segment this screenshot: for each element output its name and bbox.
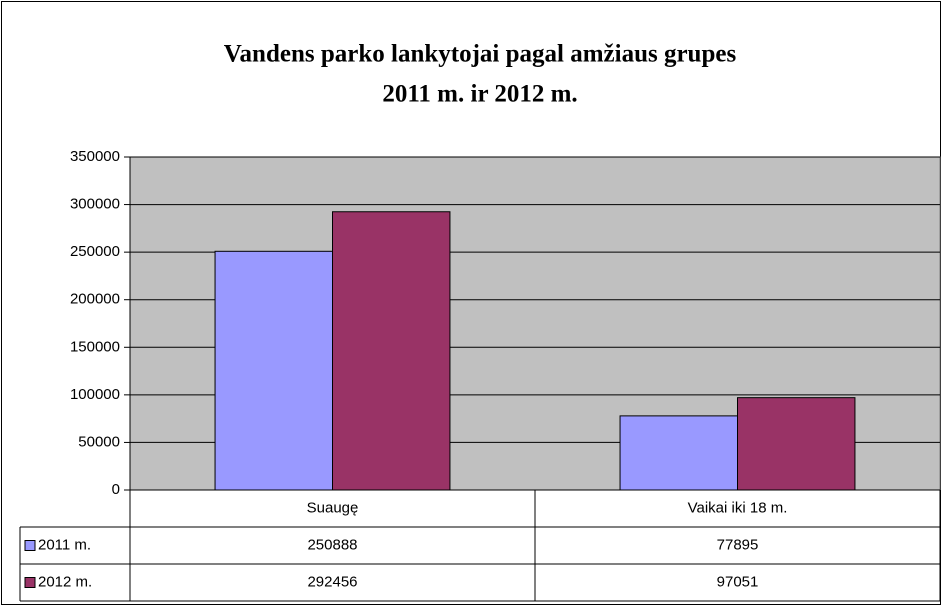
table-value: 77895 <box>717 536 759 553</box>
chart-title: 2011 m. ir 2012 m. <box>382 81 577 108</box>
legend-swatch <box>24 577 36 588</box>
y-tick-label: 150000 <box>70 338 120 355</box>
y-tick-label: 200000 <box>70 291 120 308</box>
bar <box>619 415 738 491</box>
y-tick-label: 100000 <box>70 386 120 403</box>
legend-swatch <box>24 540 36 551</box>
y-tick-label: 250000 <box>70 243 120 260</box>
bar <box>332 211 451 491</box>
x-tick-label: Vaikai iki 18 m. <box>688 499 788 516</box>
legend-label: 2012 m. <box>38 573 92 590</box>
bar <box>737 397 856 491</box>
y-tick-label: 350000 <box>70 148 120 165</box>
chart-title: Vandens parko lankytojai pagal amžiaus g… <box>224 41 737 68</box>
x-tick-label: Suaugę <box>307 499 359 516</box>
y-tick-label: 50000 <box>78 433 120 450</box>
table-value: 97051 <box>717 573 759 590</box>
table-value: 292456 <box>307 573 357 590</box>
legend-label: 2011 m. <box>38 536 91 553</box>
y-tick-label: 0 <box>112 481 120 498</box>
bar <box>214 250 333 491</box>
y-tick-label: 300000 <box>70 196 120 213</box>
table-value: 250888 <box>307 536 357 553</box>
